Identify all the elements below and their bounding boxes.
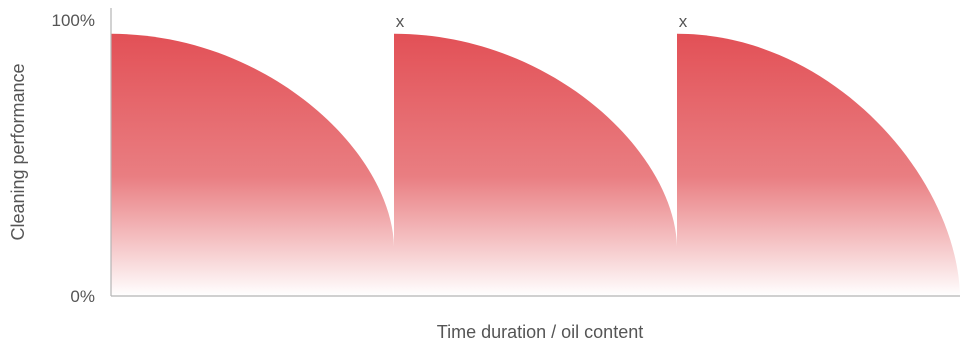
area-segment-1 (111, 33, 394, 297)
area-segment-2 (394, 33, 677, 297)
x-axis-title: Time duration / oil content (437, 322, 643, 342)
y-tick-label-bottom: 0% (70, 287, 95, 306)
area-segment-3 (677, 33, 960, 297)
area-segments (111, 33, 960, 297)
segment-marker-3: x (679, 12, 688, 31)
y-tick-label-top: 100% (52, 11, 95, 30)
segment-marker-2: x (396, 12, 405, 31)
y-axis-title: Cleaning performance (8, 63, 28, 240)
